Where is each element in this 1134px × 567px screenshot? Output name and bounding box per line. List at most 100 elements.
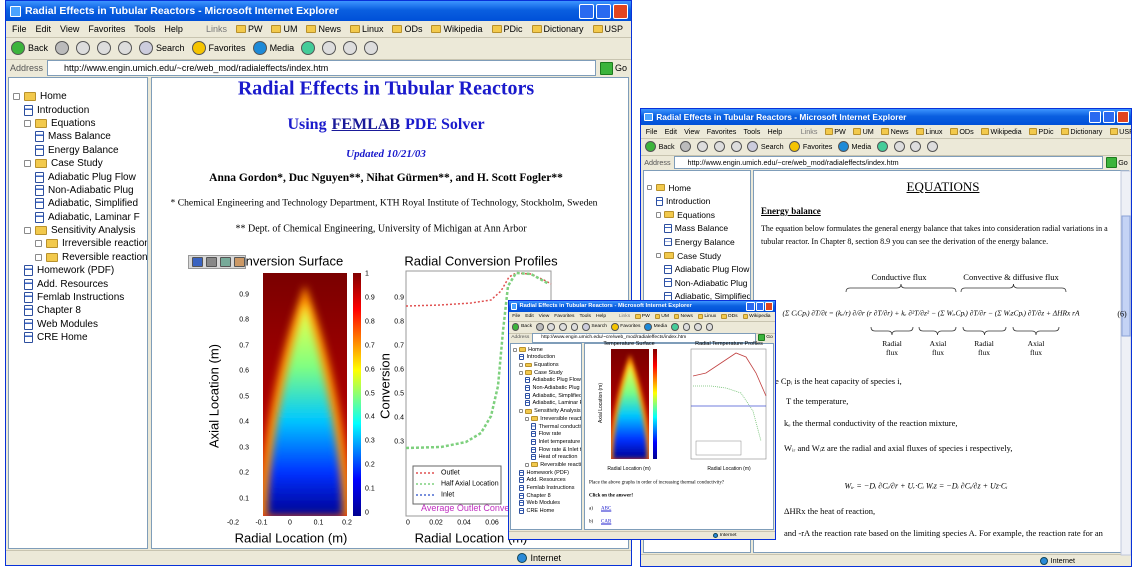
toolbar-label[interactable]: Media <box>270 43 295 53</box>
tree-item[interactable]: Adiabatic, Laminar Flow <box>511 400 581 408</box>
tree-item[interactable]: Chapter 8 <box>511 492 581 500</box>
tree-item[interactable]: Homework (PDF) <box>511 469 581 477</box>
tree-item[interactable]: Home <box>9 90 147 103</box>
menu-item[interactable]: View <box>60 24 79 34</box>
toolbar-button[interactable] <box>343 41 357 55</box>
tree-label[interactable]: Add. Resources <box>526 477 565 483</box>
link-button[interactable]: PDic <box>1029 127 1054 136</box>
tree-item[interactable]: Flow rate & Inlet temp <box>511 446 581 454</box>
tree-item[interactable]: Adiabatic Plug Flow <box>511 377 581 385</box>
menu-item[interactable]: File <box>646 127 658 136</box>
minimize-button[interactable] <box>579 4 594 19</box>
link-button[interactable]: Dictionary <box>532 24 584 34</box>
tree-label[interactable]: Irreversible reaction <box>62 238 148 249</box>
tree-item[interactable]: Homework (PDF) <box>9 264 147 277</box>
link-label[interactable]: News <box>681 314 693 319</box>
tree-item[interactable]: Add. Resources <box>9 277 147 290</box>
toolbar-button[interactable] <box>927 141 938 152</box>
tree-item[interactable]: Femlab Instructions <box>511 484 581 492</box>
tree-label[interactable]: Adiabatic Plug Flow <box>48 172 136 183</box>
link-label[interactable]: Dictionary <box>544 24 584 34</box>
tree-label[interactable]: Equations <box>534 362 558 368</box>
tree-item[interactable]: Mass Balance <box>644 222 750 236</box>
tree-item[interactable]: Sensitivity Analysis <box>511 407 581 415</box>
menu-item[interactable]: Tools <box>744 127 761 136</box>
address-field[interactable]: http://www.engin.umich.edu/~cre/web_mod/… <box>674 156 1103 169</box>
tree-label[interactable]: Equations <box>51 118 95 129</box>
tree-item[interactable]: Non-Adiabatic Plug <box>9 184 147 197</box>
link-button[interactable]: PW <box>825 127 846 136</box>
tree-item[interactable]: Web Modules <box>9 318 147 331</box>
tree-label[interactable]: Heat of reaction <box>539 454 578 460</box>
toolbar-button[interactable] <box>731 141 742 152</box>
menu-item[interactable]: Edit <box>665 127 677 136</box>
link-label[interactable]: Linux <box>362 24 384 34</box>
link-button[interactable]: ODs <box>721 314 737 319</box>
link-button[interactable]: News <box>306 24 341 34</box>
tree-item[interactable]: Introduction <box>511 353 581 361</box>
minimize-button[interactable] <box>746 302 754 310</box>
link-button[interactable]: News <box>674 314 693 319</box>
link-label[interactable]: Linux <box>704 314 716 319</box>
tree-label[interactable]: Home <box>40 91 67 102</box>
address-field[interactable]: http://www.engin.umich.edu/~cre/web_mod/… <box>47 60 596 76</box>
maximize-button[interactable] <box>756 302 764 310</box>
link-label[interactable]: ODs <box>404 24 422 34</box>
toolbar-button[interactable] <box>680 141 691 152</box>
link-button[interactable]: PW <box>635 314 650 319</box>
tree-item[interactable]: CRE Home <box>511 507 581 515</box>
link-label[interactable]: Wikipedia <box>749 314 770 319</box>
menu-item[interactable]: Help <box>164 24 183 34</box>
option-link[interactable]: CAB <box>601 520 611 525</box>
figure-toolbar[interactable] <box>188 255 246 269</box>
link-button[interactable]: Wikipedia <box>981 127 1022 136</box>
toolbar-button[interactable] <box>714 141 725 152</box>
tree-label[interactable]: Energy Balance <box>675 237 735 247</box>
tree-item[interactable]: Reversible reaction <box>9 251 147 264</box>
tree-item[interactable]: Femlab Instructions <box>9 291 147 304</box>
link-button[interactable]: News <box>881 127 909 136</box>
toolbar-label[interactable]: Search <box>156 43 185 53</box>
tree-item[interactable]: Mass Balance <box>9 130 147 143</box>
tree-label[interactable]: Mass Balance <box>48 131 111 142</box>
maximize-button[interactable] <box>1103 111 1115 123</box>
tree-item[interactable]: Home <box>511 346 581 354</box>
toolbar-label[interactable]: Media <box>654 324 667 329</box>
tree-item[interactable]: Irreversible reaction <box>9 237 147 250</box>
tree-label[interactable]: Adiabatic Plug Flow <box>533 377 581 383</box>
tree-label[interactable]: Chapter 8 <box>526 493 550 499</box>
toolbar-button[interactable]: Favorites <box>192 41 246 55</box>
link-button[interactable]: UM <box>271 24 297 34</box>
tree-item[interactable]: CRE Home <box>9 331 147 344</box>
tree-item[interactable]: Irreversible reaction <box>511 415 581 423</box>
toolbar-button[interactable] <box>877 141 888 152</box>
tree-label[interactable]: Homework (PDF) <box>37 265 114 276</box>
tree-item[interactable]: Web Modules <box>511 500 581 508</box>
tree-label[interactable]: Femlab Instructions <box>526 485 574 491</box>
link-label[interactable]: PW <box>248 24 263 34</box>
link-button[interactable]: ODs <box>392 24 422 34</box>
tree-label[interactable]: Adiabatic, Laminar Flow <box>533 400 583 406</box>
tree-item[interactable]: Introduction <box>9 103 147 116</box>
tree-item[interactable]: Equations <box>9 117 147 130</box>
femlab-link[interactable]: FEMLAB <box>332 116 400 134</box>
toolbar-label[interactable]: Back <box>521 324 532 329</box>
toolbar-button[interactable] <box>671 323 679 331</box>
tree-label[interactable]: Flow rate <box>539 431 562 437</box>
tree-label[interactable]: Web Modules <box>526 500 560 506</box>
link-label[interactable]: News <box>318 24 341 34</box>
menu-item[interactable]: View <box>539 314 550 319</box>
tree-label[interactable]: CRE Home <box>526 508 554 514</box>
tree-item[interactable]: Introduction <box>644 194 750 208</box>
link-button[interactable]: UM <box>853 127 874 136</box>
tree-label[interactable]: Equations <box>677 210 715 220</box>
link-label[interactable]: USP <box>1119 127 1132 136</box>
toolbar-button[interactable]: Media <box>838 141 871 152</box>
link-button[interactable]: PW <box>236 24 263 34</box>
option-link[interactable]: ABC <box>601 507 611 512</box>
menu-item[interactable]: Favorites <box>554 314 574 319</box>
menu-item[interactable]: Tools <box>579 314 591 319</box>
toolbar-button[interactable] <box>571 323 579 331</box>
tree-label[interactable]: Energy Balance <box>48 145 119 156</box>
tree-item[interactable]: Case Study <box>9 157 147 170</box>
